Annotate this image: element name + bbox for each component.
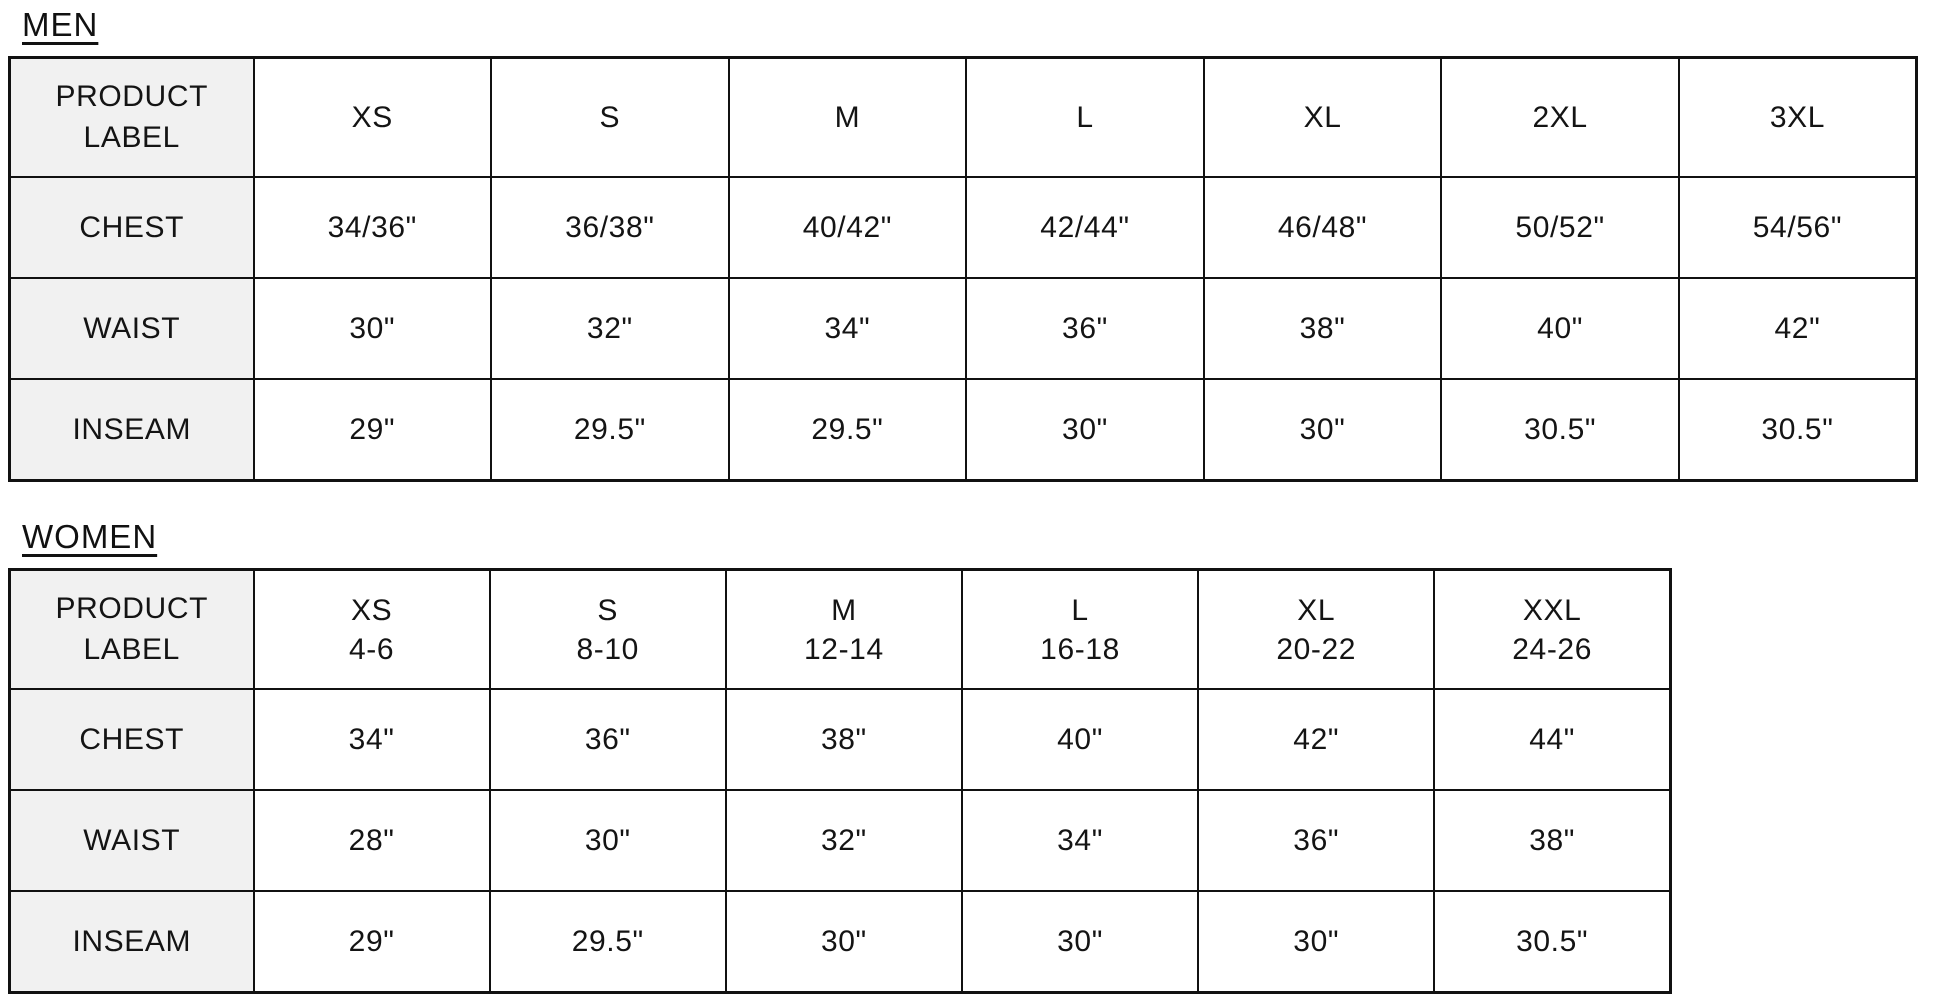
women-chest-value: 40" [960,688,1200,792]
women-size-table: PRODUCT LABEL XS 4-6 S 8-10 M 12-14 [8,567,1672,994]
women-chest-value: 36" [488,688,727,792]
men-size-header-xl: XL [1202,56,1443,179]
women-inseam-row: INSEAM 29" 29.5" 30" 30" 30" 30.5" [8,890,1672,994]
women-inseam-value: 30" [960,890,1200,994]
women-chest-row: CHEST 34" 36" 38" 40" 42" 44" [8,688,1672,792]
women-section-title: WOMEN [22,517,158,555]
women-waist-value: 28" [252,789,491,893]
men-size-header-2xl: 2XL [1440,56,1680,179]
women-size-header-xl: XL 20-22 [1197,568,1436,691]
women-size-header-l: L 16-18 [960,568,1200,691]
men-waist-value: 34" [727,277,968,381]
men-chest-value: 40/42" [727,176,968,280]
men-inseam-value: 30" [1202,378,1443,482]
men-row-label-waist: WAIST [8,277,255,381]
men-inseam-value: 30.5" [1677,378,1918,482]
women-waist-row: WAIST 28" 30" 32" 34" 36" 38" [8,789,1672,893]
size-range: 20-22 [1276,632,1357,666]
men-inseam-value: 29" [252,378,493,482]
men-waist-row: WAIST 30" 32" 34" 36" 38" 40" 42" [8,277,1918,381]
women-inseam-value: 30.5" [1433,890,1672,994]
women-inseam-value: 29" [252,890,491,994]
men-header-row: PRODUCT LABEL XS S M L XL 2XL 3XL [8,56,1918,179]
size-label: S [597,593,619,627]
men-chest-value: 46/48" [1202,176,1443,280]
men-size-header-3xl: 3XL [1677,56,1918,179]
men-waist-value: 36" [965,277,1205,381]
corner-label-line1: PRODUCT [55,592,209,626]
women-inseam-value: 30" [1197,890,1436,994]
corner-label-line2: LABEL [83,120,180,154]
women-waist-value: 34" [960,789,1200,893]
women-chest-value: 34" [252,688,491,792]
men-waist-value: 42" [1677,277,1918,381]
men-chest-row: CHEST 34/36" 36/38" 40/42" 42/44" 46/48"… [8,176,1918,280]
corner-label-line1: PRODUCT [55,80,209,114]
size-range: 12-14 [804,632,884,666]
men-size-header-l: L [965,56,1205,179]
men-size-header-m: M [727,56,968,179]
size-label: XS [350,593,393,627]
women-header-row: PRODUCT LABEL XS 4-6 S 8-10 M 12-14 [8,568,1672,691]
men-size-table: PRODUCT LABEL XS S M L XL 2XL 3XL CHEST … [8,55,1918,482]
men-waist-value: 38" [1202,277,1443,381]
men-chest-value: 50/52" [1440,176,1680,280]
women-row-label-waist: WAIST [8,789,255,893]
men-size-header-s: S [490,56,730,179]
women-size-header-s: S 8-10 [488,568,727,691]
women-size-header-xs: XS 4-6 [252,568,491,691]
men-section: MEN PRODUCT LABEL XS S M L XL 2XL 3XL [8,6,1934,482]
men-waist-value: 30" [252,277,493,381]
women-size-header-m: M 12-14 [724,568,963,691]
size-range: 24-26 [1512,632,1592,666]
women-chest-value: 38" [724,688,963,792]
men-chest-value: 54/56" [1677,176,1918,280]
men-waist-value: 32" [490,277,730,381]
size-range: 16-18 [1040,632,1120,666]
size-range: 4-6 [348,632,395,666]
women-row-label-chest: CHEST [8,688,255,792]
women-chest-value: 42" [1197,688,1436,792]
men-inseam-value: 29.5" [490,378,730,482]
women-waist-value: 32" [724,789,963,893]
women-chest-value: 44" [1433,688,1672,792]
men-row-label-inseam: INSEAM [8,378,255,482]
men-section-title: MEN [22,6,99,43]
size-label: XXL [1522,593,1582,627]
corner-label-line2: LABEL [83,632,180,666]
men-chest-value: 42/44" [965,176,1205,280]
men-row-label-chest: CHEST [8,176,255,280]
women-inseam-value: 29.5" [488,890,727,994]
size-label: M [831,593,857,627]
men-inseam-value: 29.5" [727,378,968,482]
women-waist-value: 30" [488,789,727,893]
women-corner-cell: PRODUCT LABEL [8,568,255,691]
men-corner-cell: PRODUCT LABEL [8,56,255,179]
men-chest-value: 36/38" [490,176,730,280]
size-label: XL [1297,593,1336,627]
men-inseam-value: 30" [965,378,1205,482]
women-size-header-xxl: XXL 24-26 [1433,568,1672,691]
men-chest-value: 34/36" [252,176,493,280]
men-waist-value: 40" [1440,277,1680,381]
women-inseam-value: 30" [724,890,963,994]
women-section: WOMEN PRODUCT LABEL XS 4-6 S 8-10 [8,518,1934,994]
women-waist-value: 36" [1197,789,1436,893]
men-inseam-value: 30.5" [1440,378,1680,482]
women-row-label-inseam: INSEAM [8,890,255,994]
men-size-header-xs: XS [252,56,493,179]
size-label: L [1071,593,1089,627]
women-waist-value: 38" [1433,789,1672,893]
men-inseam-row: INSEAM 29" 29.5" 29.5" 30" 30" 30.5" 30.… [8,378,1918,482]
size-range: 8-10 [576,632,639,666]
